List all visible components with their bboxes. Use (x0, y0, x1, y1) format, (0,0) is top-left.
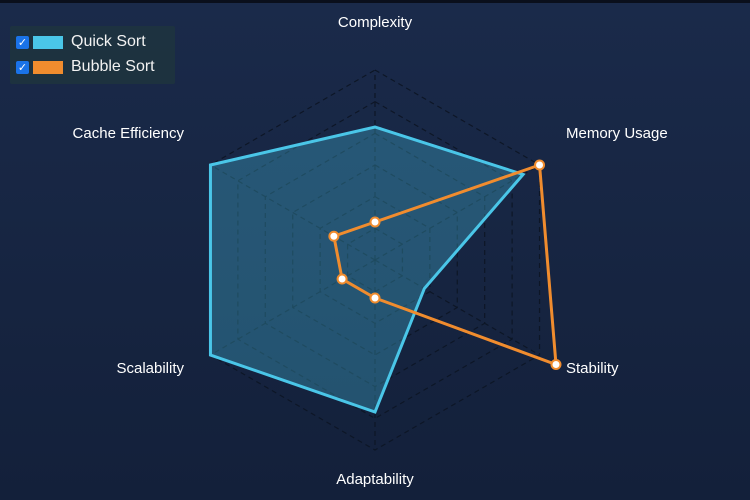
grid-spoke-cache-efficiency (210, 164, 376, 261)
axis-labels: Complexity Memory Usage Stability Adaptabil… (73, 14, 668, 488)
axis-label-scalability: Scalability (116, 360, 184, 377)
checkbox-quick-sort[interactable]: ✓ (16, 35, 29, 49)
point-bubble-sort-memory-usage[interactable] (534, 159, 546, 171)
axis-label-adaptability: Adaptability (336, 471, 414, 488)
legend-label-bubble-sort: Bubble Sort (71, 58, 155, 75)
axis-label-memory-usage: Memory Usage (566, 125, 668, 142)
legend-swatch-quick-sort (33, 35, 63, 49)
axis-label-complexity: Complexity (338, 14, 413, 31)
grid-spoke-stability (374, 259, 540, 356)
grid-spoke-memory-usage (374, 164, 540, 261)
legend: ✓ Quick Sort ✓ Bubble Sort (10, 26, 175, 84)
grid-spoke-scalability (210, 259, 376, 356)
point-bubble-sort-scalability[interactable] (336, 273, 348, 285)
legend-label-quick-sort: Quick Sort (71, 33, 146, 50)
point-bubble-sort-stability[interactable] (550, 359, 562, 370)
top-border (0, 0, 750, 3)
series-quick-sort (208, 125, 526, 414)
point-bubble-sort-cache-efficiency[interactable] (328, 230, 340, 242)
point-bubble-sort-adaptability[interactable] (369, 292, 381, 304)
legend-item-quick-sort[interactable]: ✓ Quick Sort (16, 32, 146, 52)
axis-label-cache-efficiency: Cache Efficiency (73, 125, 185, 142)
point-bubble-sort-complexity[interactable] (369, 216, 381, 228)
legend-swatch-bubble-sort (33, 60, 63, 74)
checkbox-bubble-sort[interactable]: ✓ (16, 60, 29, 74)
legend-item-bubble-sort[interactable]: ✓ Bubble Sort (16, 57, 155, 77)
axis-label-stability: Stability (566, 360, 619, 377)
radar-series (208, 125, 562, 414)
